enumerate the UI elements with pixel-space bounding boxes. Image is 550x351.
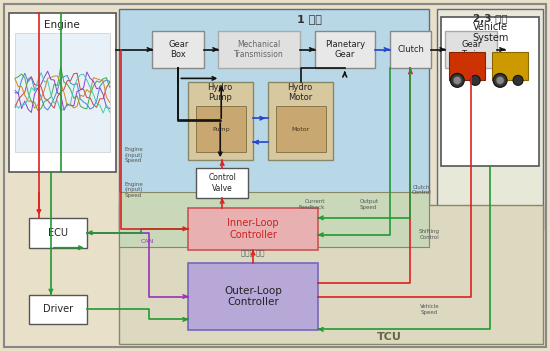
- Text: Driver: Driver: [43, 304, 73, 314]
- Bar: [276, 106, 326, 152]
- Circle shape: [496, 77, 504, 84]
- Text: Outer-Loop
Controller: Outer-Loop Controller: [224, 286, 282, 307]
- Bar: [119, 192, 430, 247]
- Circle shape: [513, 75, 523, 85]
- Bar: [188, 263, 318, 330]
- Bar: [188, 208, 318, 250]
- Text: Mechanical
Transmission: Mechanical Transmission: [234, 40, 284, 59]
- Bar: [218, 31, 300, 68]
- Bar: [15, 33, 109, 152]
- Text: Output
Speed: Output Speed: [360, 199, 378, 210]
- Text: TCU: TCU: [377, 332, 402, 342]
- Text: 변속비 설정: 변속비 설정: [241, 250, 265, 256]
- Text: Hydro
Pump: Hydro Pump: [207, 82, 233, 102]
- Text: Planetary
Gear: Planetary Gear: [324, 40, 365, 59]
- Text: Motor: Motor: [292, 127, 310, 132]
- Text: Gear
Train: Gear Train: [461, 40, 481, 59]
- Text: ECU: ECU: [48, 228, 68, 238]
- Bar: [196, 168, 248, 198]
- Text: Vehicle
System: Vehicle System: [472, 22, 508, 44]
- Bar: [29, 218, 87, 248]
- Text: Current
Feedback: Current Feedback: [299, 199, 325, 210]
- Bar: [196, 106, 246, 152]
- Bar: [446, 31, 497, 68]
- Bar: [437, 9, 543, 230]
- Bar: [119, 205, 543, 344]
- Bar: [29, 294, 87, 324]
- Bar: [441, 16, 539, 166]
- Circle shape: [453, 77, 461, 84]
- Text: Clutch: Clutch: [397, 45, 424, 54]
- Text: Hydro
Motor: Hydro Motor: [287, 82, 312, 102]
- Bar: [188, 82, 253, 160]
- Bar: [315, 31, 375, 68]
- Text: Gear
Box: Gear Box: [168, 40, 189, 59]
- Circle shape: [493, 73, 507, 87]
- Circle shape: [470, 75, 480, 85]
- Circle shape: [450, 73, 464, 87]
- Text: Control
Valve: Control Valve: [208, 173, 236, 193]
- Bar: [449, 53, 485, 80]
- Text: Inner-Loop
Controller: Inner-Loop Controller: [227, 218, 279, 240]
- Text: Engine
(Input)
Speed: Engine (Input) Speed: [124, 182, 143, 198]
- Bar: [492, 53, 528, 80]
- Text: 1 세부: 1 세부: [298, 14, 322, 24]
- Bar: [152, 31, 204, 68]
- Bar: [9, 13, 116, 172]
- Text: Engine
(Input)
Speed: Engine (Input) Speed: [124, 147, 143, 163]
- Text: Pump: Pump: [212, 127, 230, 132]
- Bar: [389, 31, 431, 68]
- Bar: [119, 9, 430, 230]
- Text: Shifting
Control: Shifting Control: [419, 229, 440, 240]
- Text: CAN: CAN: [141, 239, 154, 244]
- Text: Clutch
Control: Clutch Control: [411, 185, 431, 196]
- Text: Engine: Engine: [44, 20, 80, 29]
- Text: 2,3 세부: 2,3 세부: [473, 14, 508, 24]
- Bar: [268, 82, 333, 160]
- Text: Vehicle
Speed: Vehicle Speed: [420, 304, 439, 315]
